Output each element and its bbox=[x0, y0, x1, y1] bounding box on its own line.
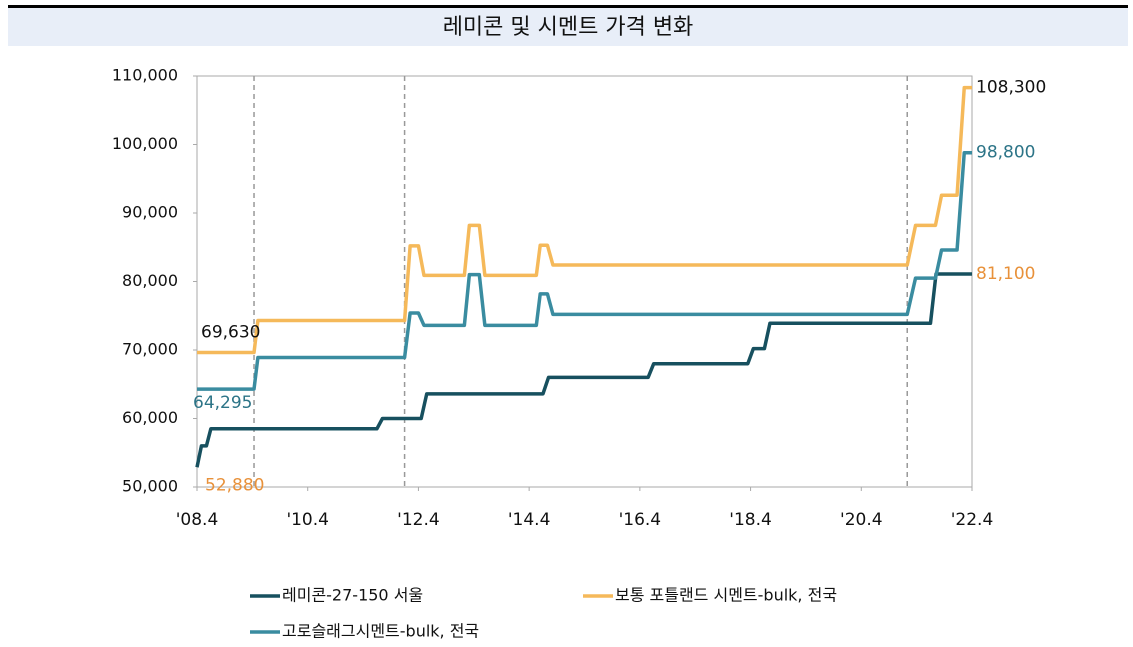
y-tick-label: 90,000 bbox=[122, 203, 178, 222]
x-tick-label: '12.4 bbox=[397, 510, 440, 530]
value-label: 108,300 bbox=[976, 78, 1046, 98]
legend-label: 레미콘-27-150 서울 bbox=[282, 586, 423, 605]
y-tick-label: 50,000 bbox=[122, 477, 178, 496]
value-label: 69,630 bbox=[201, 323, 260, 343]
x-tick-label: '14.4 bbox=[508, 510, 551, 530]
x-tick-label: '10.4 bbox=[286, 510, 329, 530]
y-tick-label: 100,000 bbox=[112, 134, 178, 153]
x-tick-label: '22.4 bbox=[951, 510, 994, 530]
series-line bbox=[197, 150, 972, 391]
x-tick-label: '16.4 bbox=[619, 510, 662, 530]
y-tick-label: 60,000 bbox=[122, 408, 178, 427]
value-label: 64,295 bbox=[193, 393, 252, 413]
chart-title: 레미콘 및 시멘트 가격 변화 bbox=[443, 15, 694, 40]
plot-frame bbox=[196, 75, 973, 488]
y-tick-label: 80,000 bbox=[122, 271, 178, 290]
series-line bbox=[195, 272, 972, 468]
legend-label: 보통 포틀랜드 시멘트-bulk, 전국 bbox=[615, 586, 837, 605]
value-label: 98,800 bbox=[976, 143, 1035, 163]
series-line bbox=[197, 85, 972, 355]
value-label: 52,880 bbox=[205, 475, 264, 495]
title-band bbox=[8, 8, 1128, 46]
y-tick-label: 70,000 bbox=[122, 340, 178, 359]
x-tick-label: '18.4 bbox=[729, 510, 772, 530]
legend-label: 고로슬래그시멘트-bulk, 전국 bbox=[282, 622, 479, 641]
value-label: 81,100 bbox=[976, 264, 1035, 284]
y-tick-label: 110,000 bbox=[112, 66, 178, 85]
title-rule bbox=[8, 5, 1128, 8]
x-tick-label: '20.4 bbox=[840, 510, 883, 530]
x-tick-label: '08.4 bbox=[176, 510, 219, 530]
